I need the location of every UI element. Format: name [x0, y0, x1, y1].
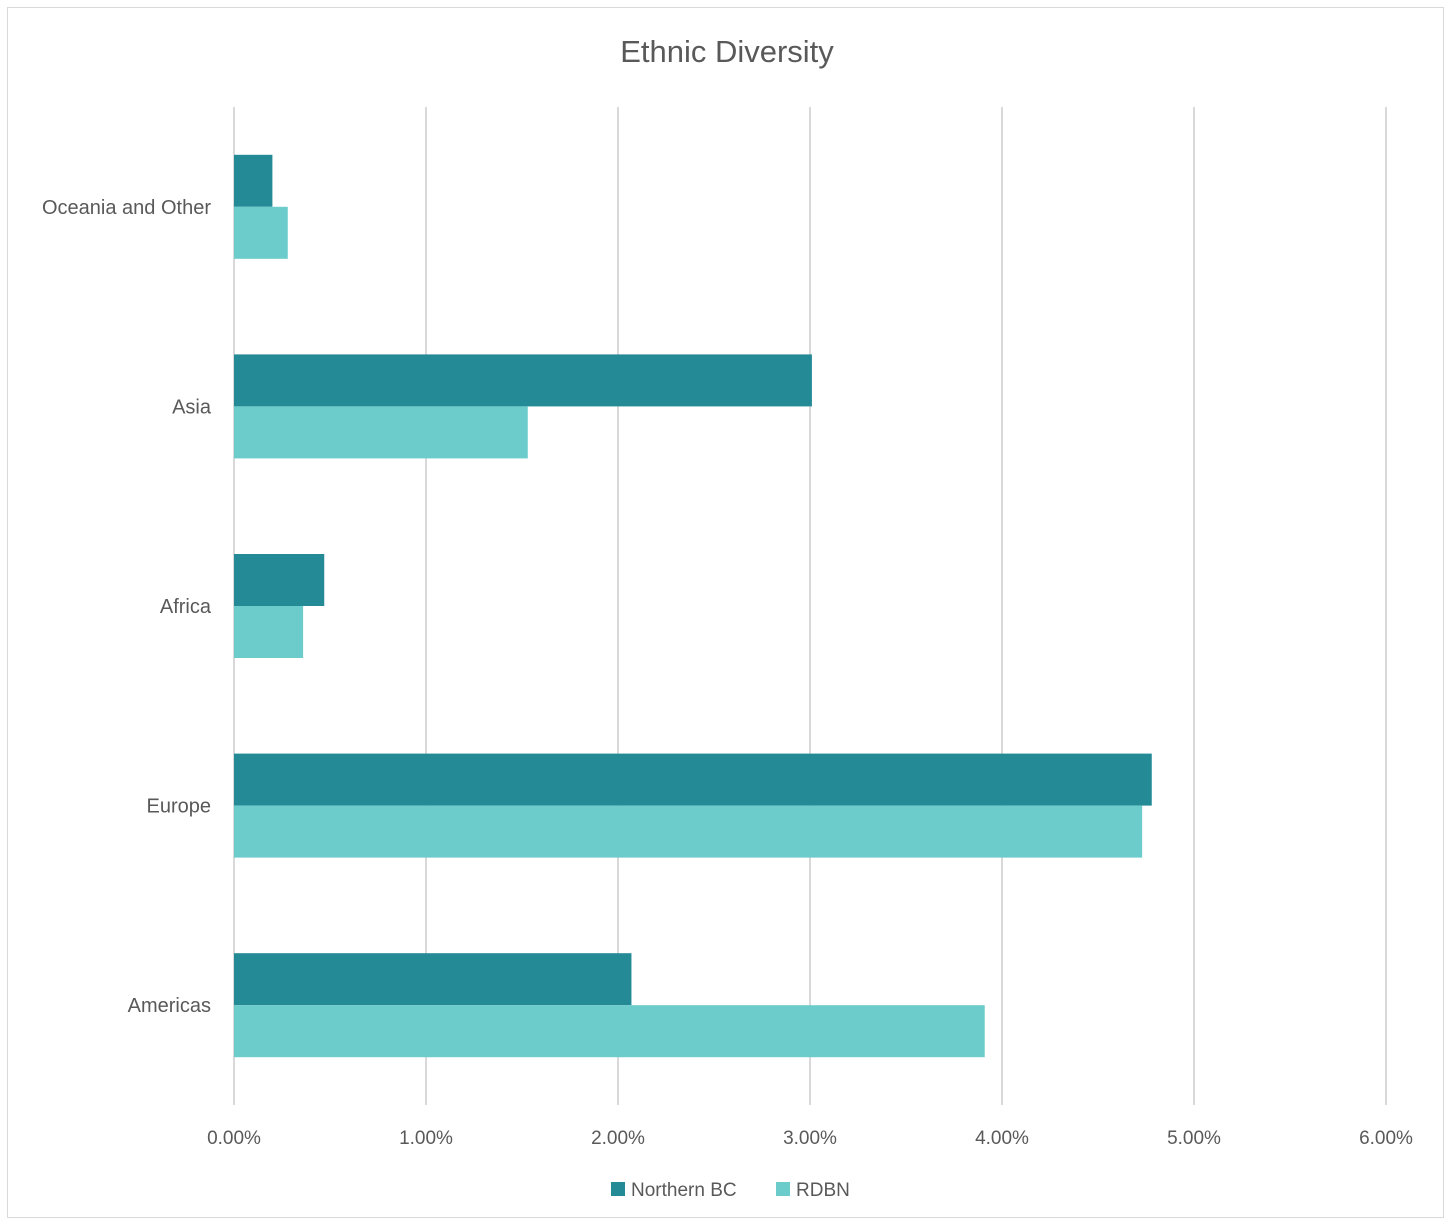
- legend-label-rdbn: RDBN: [796, 1180, 850, 1201]
- bar-rdbn-oceania-and-other: [234, 206, 288, 259]
- legend-label-northern-bc: Northern BC: [631, 1180, 737, 1201]
- bar-northern-bc-africa: [234, 554, 325, 606]
- bar-northern-bc-americas: [234, 953, 632, 1006]
- category-label: Asia: [172, 396, 212, 418]
- legend-swatch-rdbn: [776, 1182, 790, 1196]
- category-label: Americas: [128, 995, 211, 1017]
- bar-rdbn-europe: [234, 805, 1143, 858]
- bar-rdbn-africa: [234, 606, 304, 658]
- x-tick-label: 0.00%: [207, 1128, 261, 1149]
- bar-northern-bc-oceania-and-other: [234, 154, 273, 207]
- x-tick-label: 4.00%: [975, 1128, 1029, 1149]
- x-tick-labels: 0.00% 1.00% 2.00% 3.00% 4.00% 5.00% 6.00%: [207, 1128, 1413, 1149]
- x-tick-label: 2.00%: [591, 1128, 645, 1149]
- category-labels: Oceania and Other Asia Africa Europe America…: [42, 197, 212, 1017]
- category-label: Africa: [160, 596, 212, 618]
- bar-rdbn-americas: [234, 1005, 985, 1058]
- bar-northern-bc-asia: [234, 354, 812, 407]
- x-tick-label: 6.00%: [1359, 1128, 1413, 1149]
- chart-title: Ethnic Diversity: [620, 34, 834, 69]
- legend: Northern BC RDBN: [611, 1180, 850, 1201]
- legend-swatch-northern-bc: [611, 1182, 625, 1196]
- bars-group: [234, 154, 1152, 1058]
- x-tick-label: 3.00%: [783, 1128, 837, 1149]
- bar-northern-bc-europe: [234, 753, 1152, 806]
- x-tick-label: 1.00%: [399, 1128, 453, 1149]
- grid-group: [233, 107, 1387, 1105]
- category-label: Europe: [147, 796, 212, 818]
- bar-rdbn-asia: [234, 406, 528, 459]
- x-tick-label: 5.00%: [1167, 1128, 1221, 1149]
- category-label: Oceania and Other: [42, 197, 211, 219]
